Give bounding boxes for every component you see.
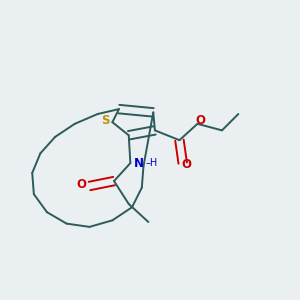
Text: S: S — [102, 114, 110, 127]
Text: O: O — [76, 178, 86, 191]
Text: O: O — [196, 114, 206, 127]
Text: –H: –H — [146, 158, 158, 168]
Text: N: N — [134, 157, 143, 169]
Text: O: O — [181, 158, 191, 171]
